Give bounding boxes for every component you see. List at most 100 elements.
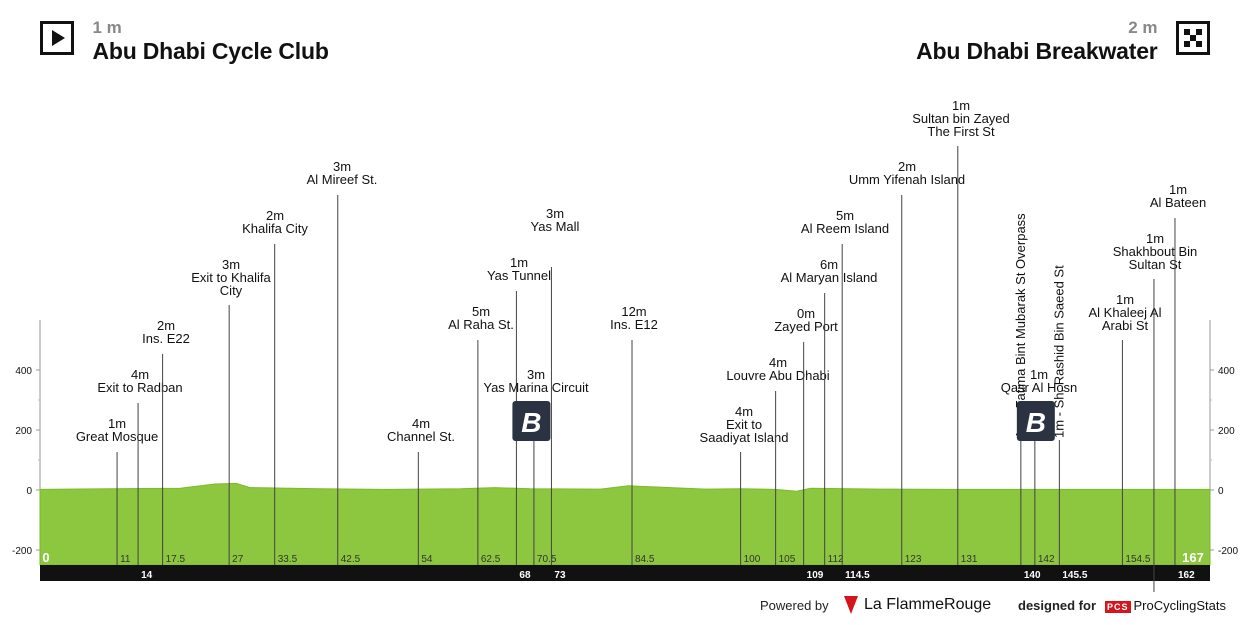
bonus-sprint-label: B: [1026, 407, 1046, 438]
waypoint-altitude-label: 2m: [266, 208, 284, 223]
powered-by-text: Powered by: [760, 598, 829, 613]
waypoint-name-label: Sultan St: [1129, 257, 1182, 272]
waypoint-name-label: Shakhbout Bin: [1113, 244, 1198, 259]
waypoint-km-label: 17.5: [166, 554, 186, 565]
start-location: Abu Dhabi Cycle Club: [92, 38, 329, 64]
waypoint-altitude-label: 3m: [222, 257, 240, 272]
waypoint-altitude-label: 1m: [952, 98, 970, 113]
waypoint-name-label: Al Mireef St.: [307, 172, 378, 187]
la-flamme-rouge-logo: La FlammeRouge: [844, 596, 991, 614]
y-tick-label-left: -200: [12, 546, 32, 557]
waypoint-name-label: Louvre Abu Dhabi: [726, 368, 829, 383]
waypoint-name-label: Qasr Al Hosn: [1001, 380, 1078, 395]
waypoint-altitude-label: 2m: [157, 318, 175, 333]
waypoint-altitude-label: 5m: [472, 304, 490, 319]
waypoint-name-label: Al Reem Island: [801, 221, 889, 236]
waypoint-km-label: 73: [554, 570, 566, 581]
waypoint-name-label: Yas Tunnel: [487, 268, 551, 283]
waypoint-name-label: Al Bateen: [1150, 195, 1206, 210]
waypoint-name-label: Great Mosque: [76, 429, 158, 444]
waypoint-altitude-label: 4m: [735, 404, 753, 419]
waypoint-km-label: 70.5: [537, 554, 557, 565]
waypoint-name-label: Saadiyat Island: [700, 430, 789, 445]
waypoint-km-label: 162: [1178, 570, 1195, 581]
finish-altitude: 2 m: [1128, 18, 1158, 37]
waypoint-km-label: 131: [961, 554, 978, 565]
waypoint-km-label: 154.5: [1125, 554, 1150, 565]
waypoint-km-label: 84.5: [635, 554, 655, 565]
start-km-label: 0: [42, 550, 49, 565]
waypoint-km-label: 33.5: [278, 554, 298, 565]
waypoint-name-label: Yas Marina Circuit: [483, 380, 589, 395]
waypoint-km-label: 54: [421, 554, 433, 565]
y-tick-label-right: 400: [1218, 366, 1235, 377]
finish-location: Abu Dhabi Breakwater: [916, 38, 1158, 64]
waypoint-name-label: Exit to Radban: [97, 380, 182, 395]
finish-km-label: 167: [1182, 550, 1204, 565]
procyclingstats-logo: PCS ProCyclingStats: [1105, 598, 1226, 613]
y-tick-label-right: 200: [1218, 426, 1235, 437]
waypoint-name-label: Exit to: [726, 417, 762, 432]
waypoint-km-label: 11: [120, 554, 131, 565]
waypoint-altitude-label: 3m: [333, 159, 351, 174]
waypoint-km-label: 68: [519, 570, 531, 581]
bonus-sprint-label: B: [521, 407, 541, 438]
waypoint-name-label: Ins. E22: [142, 331, 190, 346]
waypoint-altitude-label: 12m: [621, 304, 646, 319]
waypoint-altitude-label: 1m: [1146, 231, 1164, 246]
bonus-sprint-marker: [512, 401, 551, 441]
waypoint-km-label: 105: [779, 554, 796, 565]
bonus-sprint-marker: [1016, 401, 1055, 441]
start-altitude: 1 m: [92, 18, 122, 37]
waypoint-name-label: Exit to Khalifa: [191, 270, 271, 285]
waypoint-altitude-label: 6m: [820, 257, 838, 272]
pcs-logo-badge: PCS: [1105, 600, 1131, 613]
waypoint-name-label: Sultan bin Zayed: [912, 111, 1010, 126]
waypoint-name-label: Ins. E12: [610, 317, 658, 332]
waypoint-name-label: Al Raha St.: [448, 317, 514, 332]
y-tick-label-right: 0: [1218, 486, 1224, 497]
waypoint-km-label: 109: [807, 570, 824, 581]
waypoint-name-label: Channel St.: [387, 429, 455, 444]
y-tick-label-left: 0: [26, 486, 32, 497]
finish-header: 2 m Abu Dhabi Breakwater: [916, 18, 1210, 65]
waypoint-km-label: 112: [828, 554, 844, 565]
waypoint-altitude-label: 1m: [108, 416, 126, 431]
waypoint-altitude-label: 1m: [1030, 367, 1048, 382]
waypoint-name-label: The First St: [927, 124, 995, 139]
waypoint-name-label: Yas Mall: [531, 219, 580, 234]
waypoint-name-label: Umm Yifenah Island: [849, 172, 965, 187]
waypoint-name-label: Zayed Port: [774, 319, 838, 334]
waypoint-name-label: City: [220, 283, 243, 298]
waypoint-km-label: 100: [744, 554, 761, 565]
km-bar: [40, 565, 1210, 581]
waypoint-altitude-label: 3m: [546, 206, 564, 221]
y-tick-label-right: -200: [1218, 546, 1238, 557]
y-tick-label-left: 400: [15, 366, 32, 377]
elevation-profile-area: [39, 482, 1211, 566]
waypoint-altitude-label: 3m: [527, 367, 545, 382]
play-icon: [40, 21, 74, 55]
waypoint-altitude-label: 2m: [898, 159, 916, 174]
waypoint-km-label: 14: [141, 570, 153, 581]
waypoint-km-label: 42.5: [341, 554, 361, 565]
flamme-rouge-flag-icon: [844, 596, 858, 614]
waypoint-km-label: 142: [1038, 554, 1055, 565]
waypoint-name-label: Al Maryan Island: [781, 270, 878, 285]
y-tick-label-left: 200: [15, 426, 32, 437]
waypoint-km-label: 140: [1024, 570, 1041, 581]
waypoint-altitude-label: 4m: [131, 367, 149, 382]
waypoint-name-label: Khalifa City: [242, 221, 308, 236]
waypoint-vertical-label: 1m - Sh. Rashid Bin Saeed St: [1051, 265, 1066, 438]
waypoint-altitude-label: 4m: [412, 416, 430, 431]
start-header: 1 m Abu Dhabi Cycle Club: [40, 18, 329, 65]
checkered-flag-icon: [1176, 21, 1210, 55]
waypoint-altitude-label: 5m: [836, 208, 854, 223]
waypoint-altitude-label: 1m: [510, 255, 528, 270]
waypoint-name-label: Arabi St: [1102, 318, 1149, 333]
waypoint-altitude-label: 0m: [797, 306, 815, 321]
waypoint-km-label: 62.5: [481, 554, 501, 565]
waypoint-km-label: 114.5: [845, 570, 870, 581]
waypoint-km-label: 145.5: [1062, 570, 1087, 581]
